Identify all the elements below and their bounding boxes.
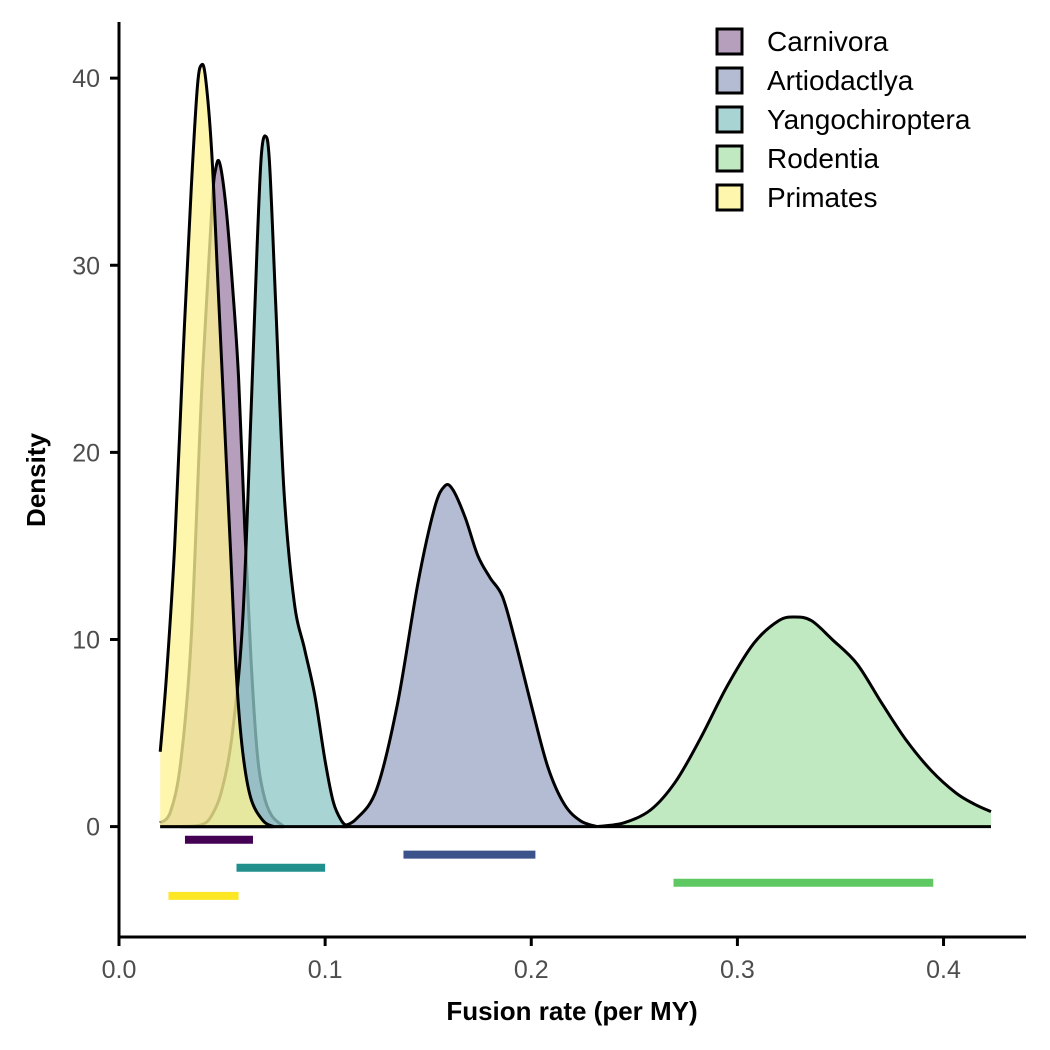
x-tick-label: 0.3 [720, 956, 755, 984]
legend-label-rodentia: Rodentia [767, 143, 880, 174]
legend-key-rodentia [715, 144, 744, 173]
y-tick-label: 30 [72, 252, 100, 280]
x-tick-label: 0.1 [308, 956, 343, 984]
x-tick-label: 0.4 [926, 956, 961, 984]
y-axis-ticks: 0 10 20 30 40 [72, 65, 119, 842]
interval-bars [168, 835, 934, 900]
legend-key-carnivora [715, 27, 744, 56]
x-axis-ticks: 0.0 0.1 0.2 0.3 0.4 [102, 937, 961, 984]
y-tick-label: 10 [72, 626, 100, 654]
density-outline-artiodactlya [340, 482, 598, 829]
density-areas [158, 62, 992, 829]
legend-key-yangochiroptera [715, 105, 744, 134]
density-outline-rodentia [597, 615, 992, 829]
legend-label-artiodactlya: Artiodactlya [767, 65, 914, 96]
y-tick-label: 20 [72, 439, 100, 467]
x-tick-label: 0.2 [514, 956, 549, 984]
legend-key-artiodactlya [715, 66, 744, 95]
legend-label-carnivora: Carnivora [767, 26, 889, 57]
density-area-artiodactlya [341, 484, 598, 827]
legend: Carnivora Artiodactlya Yangochiroptera Rode… [715, 26, 971, 213]
density-area-yangochiroptera [180, 135, 348, 827]
legend-label-yangochiroptera: Yangochiroptera [767, 104, 971, 135]
legend-label-primates: Primates [767, 182, 877, 213]
y-tick-label: 40 [72, 65, 100, 93]
x-tick-label: 0.0 [102, 956, 137, 984]
density-area-rodentia [597, 616, 991, 827]
density-outline-primates [158, 62, 275, 828]
legend-key-primates [715, 183, 744, 212]
y-tick-label: 0 [86, 814, 100, 842]
y-axis-title: Density [21, 433, 51, 527]
x-axis-title: Fusion rate (per MY) [446, 996, 697, 1026]
